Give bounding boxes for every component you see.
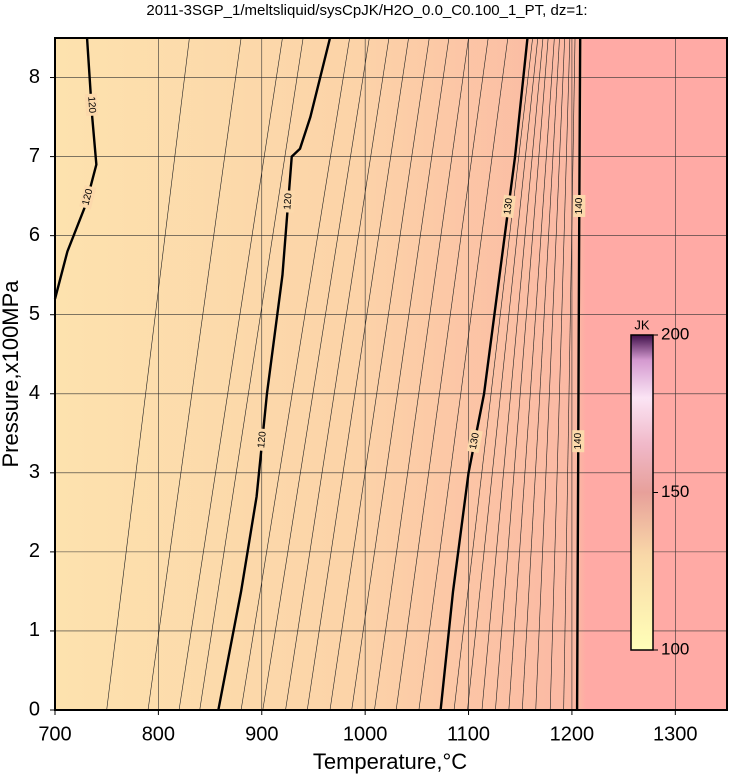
contour-label-gap xyxy=(501,194,516,219)
contour-label: 130 xyxy=(502,197,515,215)
y-tick-label: 2 xyxy=(29,540,40,562)
minor-contour xyxy=(535,37,565,711)
contour-label-group: 120 xyxy=(84,93,99,117)
x-tick-label: 1200 xyxy=(550,723,595,745)
y-tick-label: 5 xyxy=(29,303,40,325)
contour-label-group: 140 xyxy=(572,430,585,453)
minor-contour xyxy=(418,37,509,711)
minor-contour xyxy=(147,37,242,711)
chart-title: 2011-3SGP_1/meltsliquid/sysCpJK/H2O_0.0_… xyxy=(146,2,587,19)
y-tick-label: 3 xyxy=(29,461,40,483)
contour-label-gap xyxy=(466,429,483,454)
contour-label-group: 120 xyxy=(255,428,270,452)
y-tick-label: 7 xyxy=(29,145,40,167)
minor-contour xyxy=(481,37,544,711)
minor-contour xyxy=(285,37,390,711)
contour-label: 120 xyxy=(81,187,96,206)
major-contour xyxy=(217,37,332,711)
major-contour xyxy=(575,37,582,711)
contour-label-gap xyxy=(281,190,296,213)
minor-contour xyxy=(467,37,539,711)
contour-label-group: 140 xyxy=(573,194,586,218)
colorbar-label: JK xyxy=(634,317,650,332)
x-tick-label: 1000 xyxy=(343,723,388,745)
x-axis-label: Temperature,°C xyxy=(313,749,467,774)
minor-contour xyxy=(199,37,304,711)
minor-contour xyxy=(106,37,190,711)
y-axis-label: Pressure,x100MPa xyxy=(0,280,23,468)
minor-contour xyxy=(351,37,450,711)
minor-contour xyxy=(374,37,469,711)
x-tick-label: 900 xyxy=(245,723,278,745)
minor-contour xyxy=(508,37,555,711)
contour-label-gap xyxy=(84,93,99,117)
y-tick-label: 8 xyxy=(29,66,40,88)
colorbar xyxy=(630,334,654,651)
minor-contour xyxy=(262,37,370,711)
minor-contour xyxy=(563,37,576,711)
colorbar-tick-label: 200 xyxy=(661,324,689,343)
x-tick-label: 1100 xyxy=(447,723,490,745)
contour-label-gap xyxy=(572,430,585,453)
major-contour xyxy=(439,37,529,711)
y-tick-label: 6 xyxy=(29,224,40,246)
contour-label-group: 120 xyxy=(281,190,296,213)
color-field xyxy=(55,38,727,710)
x-tick-label: 700 xyxy=(38,723,71,745)
contour-label-gap xyxy=(255,428,270,452)
y-tick-label: 0 xyxy=(29,698,40,720)
x-tick-label: 1300 xyxy=(653,723,698,745)
x-tick-label: 800 xyxy=(142,723,175,745)
contour-label: 140 xyxy=(574,197,585,214)
contour-label-gap xyxy=(573,194,586,218)
contour-label: 120 xyxy=(282,192,294,210)
y-tick-label: 4 xyxy=(29,382,40,404)
colorbar-tick-label: 100 xyxy=(661,639,689,658)
colorbar-tick-label: 150 xyxy=(661,482,689,501)
minor-contour xyxy=(495,37,549,711)
minor-contour xyxy=(395,37,489,711)
minor-contour xyxy=(178,37,283,711)
contour-label-group: 130 xyxy=(466,429,483,454)
contour-label-group: 120 xyxy=(79,185,97,210)
contour-label: 140 xyxy=(573,432,584,449)
contour-label: 130 xyxy=(468,431,482,450)
minor-contour xyxy=(549,37,571,711)
y-tick-label: 1 xyxy=(29,619,40,641)
minor-contour xyxy=(453,37,533,711)
minor-contour xyxy=(240,37,350,711)
plot-frame xyxy=(54,37,728,711)
minor-contour xyxy=(306,37,409,711)
contour-label-gap xyxy=(79,185,97,210)
contour-label: 120 xyxy=(85,96,97,114)
minor-contour xyxy=(521,37,560,711)
contour-label: 120 xyxy=(256,430,269,448)
minor-contour xyxy=(329,37,430,711)
contour-label-group: 130 xyxy=(501,194,516,219)
